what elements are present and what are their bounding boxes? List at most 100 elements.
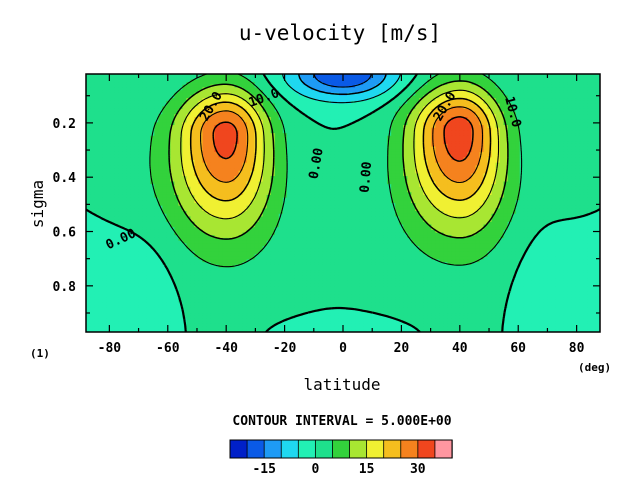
field-cell (94, 76, 99, 80)
field-cell (238, 76, 244, 80)
field-cell (242, 100, 248, 105)
field-cell (254, 82, 260, 86)
field-cell (459, 149, 465, 153)
field-cell (479, 157, 485, 161)
field-cell (423, 138, 428, 142)
field-cell (226, 143, 232, 148)
field-cell (322, 146, 328, 150)
field-cell (334, 130, 340, 134)
field-cell (182, 103, 187, 107)
field-cell (94, 119, 99, 123)
field-cell (322, 100, 328, 105)
field-cell (162, 125, 167, 129)
field-cell (250, 135, 256, 140)
field-cell (427, 135, 432, 140)
field-cell (415, 146, 420, 150)
field-cell (499, 146, 505, 150)
field-cell (595, 100, 600, 105)
field-cell (519, 149, 525, 153)
field-cell (302, 154, 308, 158)
field-cell (391, 127, 396, 132)
field-cell (475, 127, 481, 132)
field-cell (511, 87, 517, 91)
field-cell (447, 108, 453, 113)
field-cell (142, 160, 147, 164)
field-cell (419, 135, 424, 140)
field-cell (162, 92, 167, 97)
field-cell (523, 138, 529, 142)
field-cell (130, 149, 135, 153)
field-cell (338, 95, 344, 99)
field-cell (463, 125, 469, 129)
field-cell (407, 149, 412, 153)
field-cell (423, 95, 428, 99)
field-cell (359, 168, 364, 172)
field-cell (427, 141, 432, 145)
field-cell (399, 154, 404, 158)
field-cell (539, 122, 545, 126)
field-cell (487, 176, 493, 180)
field-cell (286, 138, 292, 142)
field-cell (379, 114, 384, 118)
field-cell (467, 157, 473, 161)
field-cell (126, 170, 131, 175)
field-cell (142, 79, 147, 83)
field-cell (395, 119, 400, 123)
field-cell (98, 149, 103, 153)
field-cell (106, 162, 111, 166)
field-cell (282, 165, 288, 169)
field-cell (555, 114, 561, 118)
field-cell (186, 114, 192, 118)
field-cell (571, 90, 577, 94)
field-cell (114, 143, 119, 148)
field-cell (258, 82, 264, 86)
field-cell (166, 79, 171, 83)
field-cell (551, 79, 557, 83)
field-cell (98, 82, 103, 86)
field-cell (579, 135, 585, 140)
field-cell (403, 114, 408, 118)
field-cell (106, 114, 111, 118)
field-cell (467, 106, 473, 110)
field-cell (595, 173, 600, 177)
field-cell (455, 95, 461, 99)
field-cell (563, 122, 569, 126)
field-cell (563, 82, 569, 86)
field-cell (567, 84, 573, 89)
field-cell (363, 125, 368, 129)
field-cell (379, 170, 384, 175)
field-cell (254, 127, 260, 132)
field-cell (359, 87, 364, 91)
field-cell (455, 133, 461, 137)
field-cell (459, 82, 465, 86)
field-cell (190, 106, 196, 110)
field-cell (343, 108, 348, 113)
field-cell (90, 154, 95, 158)
field-cell (583, 146, 589, 150)
field-cell (226, 79, 232, 83)
field-cell (86, 127, 91, 132)
field-cell (242, 76, 248, 80)
field-cell (310, 157, 316, 161)
field-cell (110, 143, 115, 148)
field-cell (455, 173, 461, 177)
field-cell (559, 106, 565, 110)
field-cell (310, 130, 316, 134)
field-cell (399, 138, 404, 142)
field-cell (415, 92, 420, 97)
field-cell (178, 82, 183, 86)
field-cell (206, 143, 212, 148)
field-cell (419, 149, 424, 153)
field-cell (94, 111, 99, 115)
field-cell (483, 79, 489, 83)
field-cell (86, 173, 91, 177)
field-cell (218, 90, 224, 94)
field-cell (302, 90, 308, 94)
field-cell (294, 122, 300, 126)
field-cell (591, 87, 597, 91)
field-cell (371, 108, 376, 113)
field-cell (519, 103, 525, 107)
field-cell (435, 141, 440, 145)
field-cell (391, 168, 396, 172)
field-cell (98, 135, 103, 140)
